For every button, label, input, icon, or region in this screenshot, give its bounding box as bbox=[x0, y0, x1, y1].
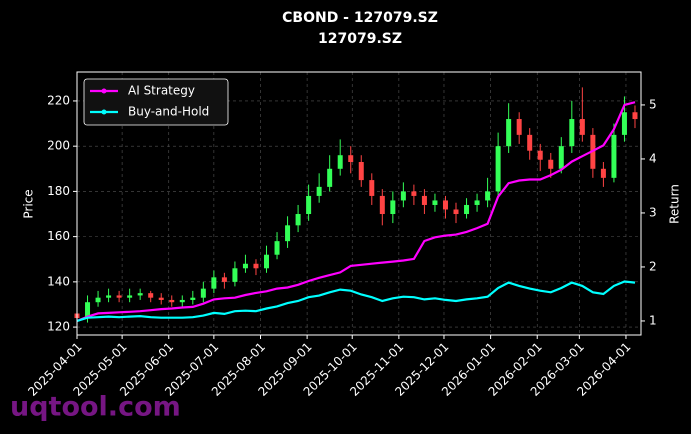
legend-label: AI Strategy bbox=[128, 84, 195, 98]
candle-body bbox=[527, 134, 533, 151]
y2-tick-label: 5 bbox=[649, 97, 657, 111]
candle-body bbox=[327, 168, 333, 187]
candle-body bbox=[221, 277, 227, 282]
candle-body bbox=[369, 180, 375, 196]
candle-body bbox=[137, 293, 143, 296]
candle-body bbox=[232, 268, 238, 282]
candle-body bbox=[421, 195, 427, 205]
candle-body bbox=[569, 119, 575, 147]
y2-tick-label: 3 bbox=[649, 205, 657, 219]
candle-body bbox=[85, 302, 91, 319]
candle-body bbox=[464, 204, 470, 215]
candle-body bbox=[200, 288, 206, 298]
candle-body bbox=[348, 155, 354, 163]
candle-body bbox=[390, 200, 396, 215]
y2-tick-label: 4 bbox=[649, 151, 657, 165]
candle-body bbox=[285, 225, 291, 242]
candle-body bbox=[127, 295, 133, 298]
candle-body bbox=[211, 277, 217, 289]
y-tick-label: 140 bbox=[47, 274, 70, 288]
y-tick-label: 160 bbox=[47, 229, 70, 243]
y2-axis-label: Return bbox=[668, 184, 682, 224]
legend-box bbox=[83, 78, 229, 126]
candle-body bbox=[106, 295, 112, 298]
candle-body bbox=[148, 293, 154, 298]
candle-body bbox=[411, 191, 417, 196]
candle-body bbox=[516, 119, 522, 135]
candle-body bbox=[253, 263, 259, 269]
y-tick-label: 120 bbox=[47, 320, 70, 334]
candle-body bbox=[379, 195, 385, 215]
candle-body bbox=[295, 214, 301, 226]
candle-body bbox=[337, 155, 343, 169]
candle-body bbox=[242, 263, 248, 269]
candle-body bbox=[621, 112, 627, 135]
candle-body bbox=[558, 146, 564, 169]
candle-body bbox=[600, 168, 606, 178]
return-line bbox=[76, 101, 636, 323]
candle-body bbox=[548, 159, 554, 169]
legend-label: Buy-and-Hold bbox=[128, 105, 209, 119]
y2-tick-label: 1 bbox=[649, 313, 657, 327]
legend-marker bbox=[101, 88, 107, 94]
candle-body bbox=[190, 297, 196, 300]
y2-tick-label: 2 bbox=[649, 259, 657, 273]
candle-body bbox=[179, 299, 185, 303]
candle-body bbox=[158, 297, 164, 300]
y-axis-label: Price bbox=[22, 189, 36, 218]
candle-body bbox=[442, 200, 448, 210]
candle-body bbox=[495, 146, 501, 192]
candle-body bbox=[579, 119, 585, 135]
candle-body bbox=[306, 195, 312, 215]
candle-body bbox=[632, 112, 638, 120]
watermark: uqtool.com bbox=[10, 392, 181, 423]
candle-body bbox=[506, 119, 512, 147]
candle-body bbox=[485, 191, 491, 201]
candle-body bbox=[358, 162, 364, 181]
candle-body bbox=[432, 200, 438, 205]
candle-body bbox=[611, 134, 617, 178]
legend: AI Strategy Buy-and-Hold bbox=[83, 78, 229, 126]
candle-body bbox=[116, 295, 122, 298]
chart-title: CBOND - 127079.SZ bbox=[282, 10, 438, 26]
candle-body bbox=[474, 200, 480, 205]
chart-subtitle: 127079.SZ bbox=[318, 31, 402, 47]
candle-body bbox=[264, 254, 270, 269]
candle-body bbox=[400, 191, 406, 201]
legend-marker bbox=[101, 109, 107, 115]
y-tick-label: 180 bbox=[47, 184, 70, 198]
candle-body bbox=[453, 209, 459, 215]
candle-body bbox=[274, 241, 280, 255]
return-line bbox=[76, 280, 636, 323]
plot-frame bbox=[76, 71, 642, 336]
candle-body bbox=[537, 150, 543, 160]
candle-body bbox=[95, 297, 101, 303]
candle-body bbox=[169, 299, 175, 303]
y-tick-label: 200 bbox=[47, 139, 70, 153]
candle-body bbox=[316, 186, 322, 196]
y-tick-label: 220 bbox=[47, 93, 70, 107]
